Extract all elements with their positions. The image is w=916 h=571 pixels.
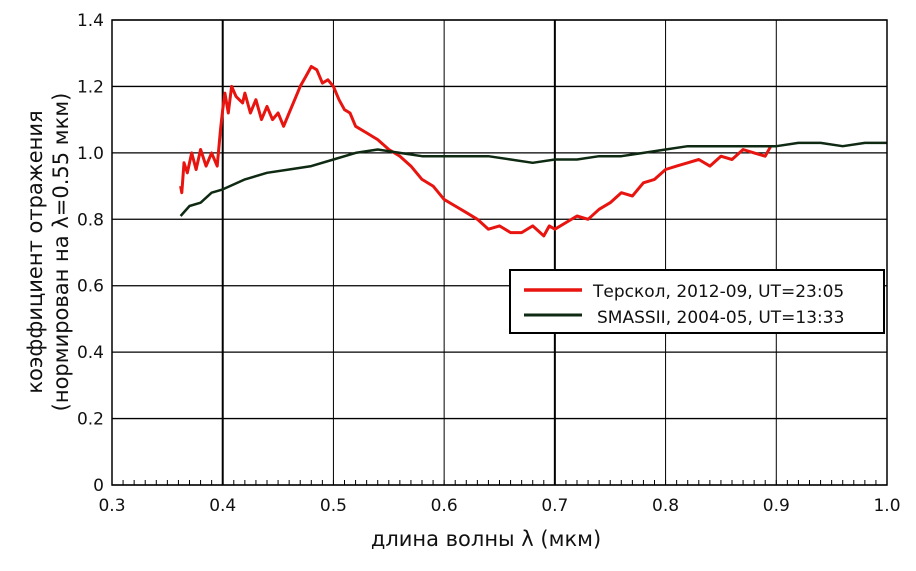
legend-label-terskol: Терскол, 2012-09, UT=23:05: [592, 282, 844, 302]
x-tick-label: 0.9: [763, 496, 790, 516]
y-tick-label: 0.6: [77, 277, 104, 297]
x-tick-label: 0.3: [98, 496, 125, 516]
x-tick-label: 0.7: [541, 496, 568, 516]
y-tick-label: 0.8: [77, 210, 104, 230]
x-tick-label: 0.6: [431, 496, 458, 516]
x-tick-label: 1.0: [873, 496, 900, 516]
x-tick-label: 0.8: [652, 496, 679, 516]
legend-label-smassii: SMASSII, 2004-05, UT=13:33: [597, 308, 844, 328]
y-axis-label-line1: коэффициент отражения: [23, 110, 47, 393]
x-tick-label: 0.4: [209, 496, 236, 516]
y-tick-label: 0.4: [77, 343, 104, 363]
series-lines: [179, 65, 887, 238]
series-line-terskol: [179, 65, 773, 238]
y-tick-label: 1.4: [77, 11, 104, 31]
grid: [111, 19, 888, 486]
y-tick-label: 0.2: [77, 410, 104, 430]
x-tick-label: 0.5: [320, 496, 347, 516]
y-tick-label: 1.2: [77, 77, 104, 97]
y-tick-label: 0: [93, 476, 104, 496]
axes: 0.3 0.4 0.5 0.6 0.7 0.8 0.9 1.0 0 0.2 0.4 0.6 0.8 1.0…: [77, 11, 901, 516]
y-tick-label: 1.0: [77, 144, 104, 164]
legend: Терскол, 2012-09, UT=23:05 SMASSII, 2004…: [509, 269, 885, 334]
plot-frame: [111, 19, 888, 486]
y-axis-label-line2: (нормирован на λ=0.55 мкм): [49, 93, 73, 412]
series-line-smassii: [179, 141, 887, 217]
x-axis-label: длина волны λ (мкм): [371, 527, 601, 551]
